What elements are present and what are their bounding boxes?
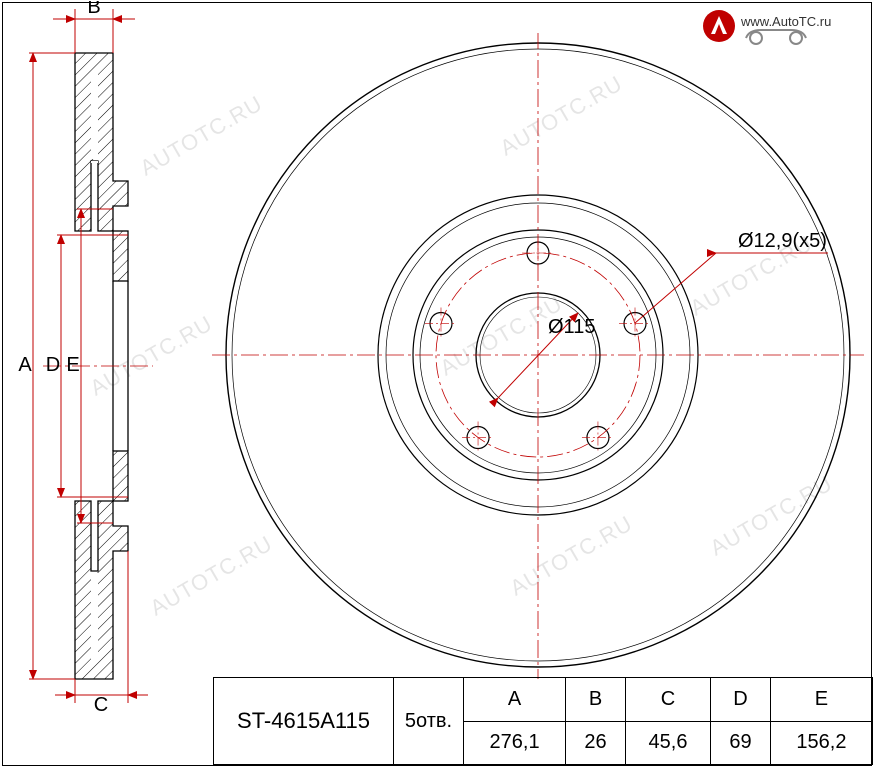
holes-note-cell: 5отв. <box>394 678 464 765</box>
cell-value: 276,1 <box>464 721 566 765</box>
drawing-frame: AUTOTC.RU AUTOTC.RU AUTOTC.RU AUTOTC.RU … <box>2 2 872 766</box>
dim-label-E: E <box>66 354 79 376</box>
dim-label-A: A <box>18 354 32 376</box>
bolt-dia-label: Ø12,9(x5) <box>738 230 827 252</box>
side-section-view: A D E B <box>13 1 203 701</box>
front-disc-view: Ø12,9(x5) Ø115 <box>208 33 868 683</box>
hub-dia-label: Ø115 <box>548 316 595 338</box>
cell-value: 156,2 <box>770 721 872 765</box>
cell-value: 26 <box>566 721 626 765</box>
dim-label-D: D <box>46 354 60 376</box>
table-header-row: ST-4615A115 5отв. A B C D E <box>214 678 873 722</box>
col-header: B <box>566 678 626 722</box>
col-header: A <box>464 678 566 722</box>
dim-label-B: B <box>87 1 100 18</box>
cell-value: 69 <box>711 721 771 765</box>
cell-value: 45,6 <box>625 721 710 765</box>
col-header: D <box>711 678 771 722</box>
svg-text:www.AutoTC.ru: www.AutoTC.ru <box>740 14 831 29</box>
dimension-table: ST-4615A115 5отв. A B C D E 276,1 26 45,… <box>213 677 873 765</box>
dim-label-C: C <box>94 694 108 711</box>
part-number-cell: ST-4615A115 <box>214 678 394 765</box>
col-header: E <box>770 678 872 722</box>
col-header: C <box>625 678 710 722</box>
site-logo: www.AutoTC.ru <box>701 8 861 48</box>
